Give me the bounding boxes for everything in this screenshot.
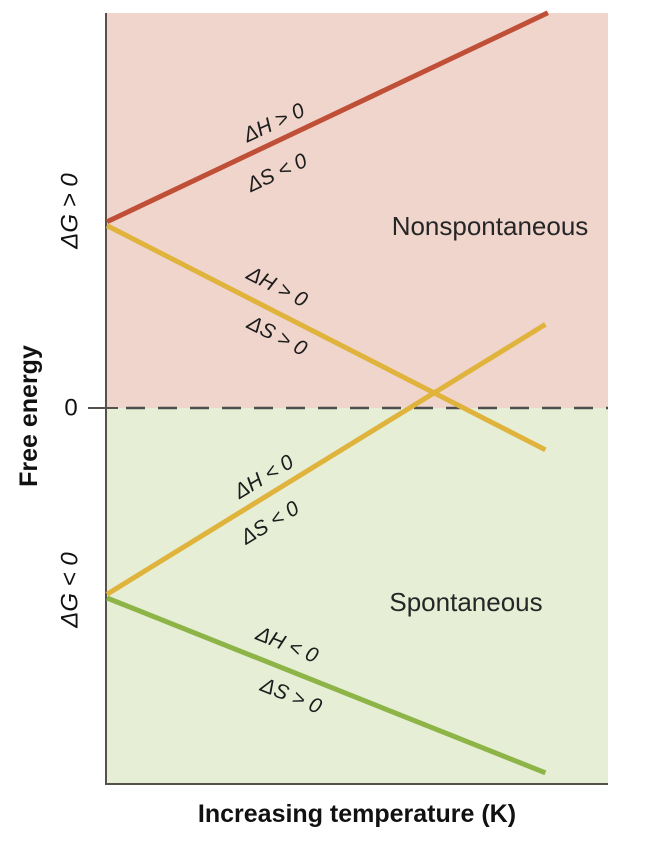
region-label-nonspontaneous: Nonspontaneous [392, 211, 589, 241]
y-axis-mark-positive: ΔG > 0 [57, 173, 84, 250]
series-line-dh-negative-ds-positive [106, 595, 547, 776]
series-line-dh-negative-ds-negative [105, 322, 547, 597]
y-axis-zero-label: 0 [64, 395, 77, 422]
series-line-dh-positive-ds-negative [105, 10, 549, 225]
y-axis-title: Free energy [15, 345, 43, 487]
x-axis-title: Increasing temperature (K) [198, 800, 516, 828]
region-spontaneous [107, 408, 608, 784]
region-nonspontaneous [107, 13, 608, 408]
series-line-dh-positive-ds-positive [105, 223, 547, 453]
region-label-spontaneous: Spontaneous [389, 587, 542, 617]
y-axis-mark-negative: ΔG < 0 [57, 552, 84, 629]
